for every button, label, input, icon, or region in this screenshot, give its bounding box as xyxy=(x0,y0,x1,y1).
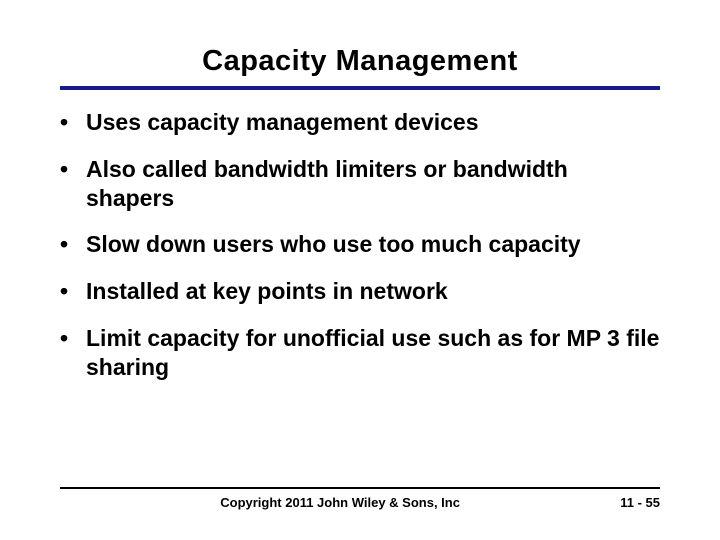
bullet-text: Installed at key points in network xyxy=(86,277,660,306)
bullet-marker: • xyxy=(60,277,86,306)
title-underline xyxy=(60,86,660,90)
bullet-item: • Also called bandwidth limiters or band… xyxy=(60,155,660,213)
page-number: 11 - 55 xyxy=(620,495,660,510)
slide-title: Capacity Management xyxy=(60,45,660,86)
bullet-item: • Slow down users who use too much capac… xyxy=(60,230,660,259)
bullet-text: Limit capacity for unofficial use such a… xyxy=(86,324,660,382)
slide: Capacity Management • Uses capacity mana… xyxy=(0,0,720,540)
copyright-text: Copyright 2011 John Wiley & Sons, Inc xyxy=(60,495,620,510)
bullet-marker: • xyxy=(60,230,86,259)
bullet-marker: • xyxy=(60,155,86,184)
bullet-item: • Installed at key points in network xyxy=(60,277,660,306)
bullet-item: • Uses capacity management devices xyxy=(60,108,660,137)
bullet-text: Slow down users who use too much capacit… xyxy=(86,230,660,259)
content-area: • Uses capacity management devices • Als… xyxy=(60,108,660,487)
bullet-item: • Limit capacity for unofficial use such… xyxy=(60,324,660,382)
bullet-list: • Uses capacity management devices • Als… xyxy=(60,108,660,381)
bullet-text: Uses capacity management devices xyxy=(86,108,660,137)
footer: Copyright 2011 John Wiley & Sons, Inc 11… xyxy=(60,495,660,510)
bullet-text: Also called bandwidth limiters or bandwi… xyxy=(86,155,660,213)
footer-rule xyxy=(60,487,660,489)
bullet-marker: • xyxy=(60,324,86,353)
bullet-marker: • xyxy=(60,108,86,137)
